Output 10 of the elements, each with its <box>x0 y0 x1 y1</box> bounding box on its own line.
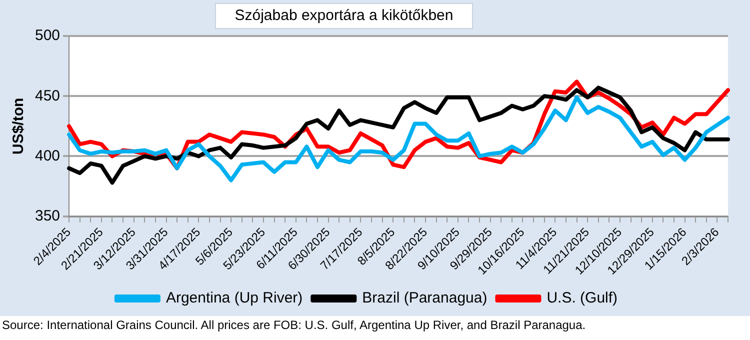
source-note: Source: International Grains Council. All prices are FOB: U.S. Gulf, Argentina Up River, and Brazil Paranagua. <box>2 318 586 332</box>
y-tick-label: 400 <box>34 147 60 164</box>
y-tick-label: 450 <box>34 87 60 104</box>
y-tick-label: 350 <box>34 207 60 224</box>
legend-label: U.S. (Gulf) <box>546 290 618 307</box>
y-tick-label: 500 <box>34 27 60 44</box>
y-axis-title: US$/ton <box>10 98 28 155</box>
chart-title: Szójabab exportára a kikötőkben <box>215 3 473 29</box>
legend-label: Brazil (Paranagua) <box>362 290 488 307</box>
legend-label: Argentina (Up River) <box>166 290 303 307</box>
